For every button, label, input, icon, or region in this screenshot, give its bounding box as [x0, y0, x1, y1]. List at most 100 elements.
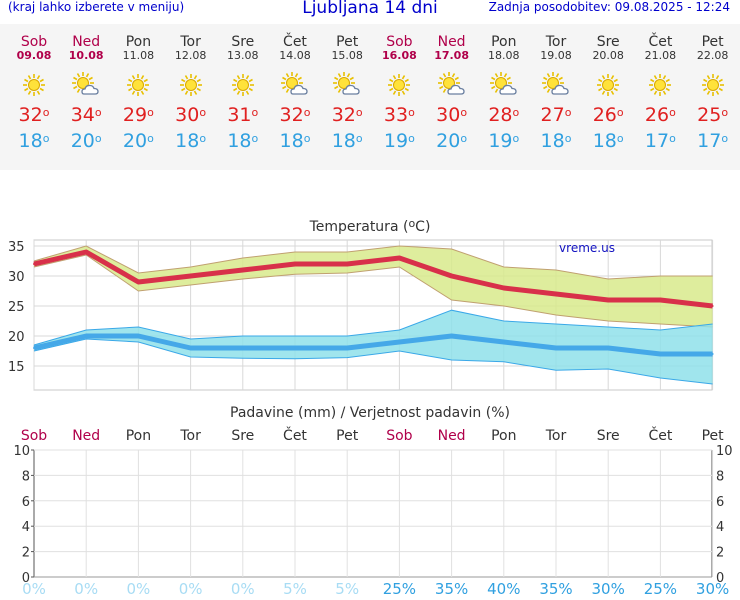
- day-name: Sre: [596, 34, 620, 50]
- precipitation-probability: 0%: [178, 580, 203, 598]
- data-point: [711, 353, 714, 355]
- day-column: Ned 10.08 34o 20o: [61, 34, 111, 152]
- precipitation-probability: 0%: [74, 580, 99, 598]
- partly-cloudy-icon: [479, 62, 529, 100]
- sun-icon: [688, 62, 738, 100]
- max-range-band: [34, 246, 713, 327]
- day-name: Tor: [545, 34, 567, 50]
- y-tick-label-right: 4: [716, 520, 724, 535]
- data-point: [33, 263, 35, 265]
- precipitation-chart-title: Padavine (mm) / Verjetnost padavin (%): [230, 405, 510, 421]
- data-point: [33, 347, 35, 349]
- day-column: Pon 18.08 28o 19o: [479, 34, 529, 152]
- precipitation-day-label: Tor: [545, 428, 567, 444]
- precipitation-day-label: Tor: [180, 428, 201, 444]
- max-temperature: 25o: [697, 104, 729, 126]
- day-column: Sre 20.08 26o 18o: [583, 34, 633, 152]
- sun-icon: [166, 62, 216, 100]
- data-point: [502, 287, 505, 289]
- sun-icon: [218, 62, 268, 100]
- day-name: Čet: [283, 34, 307, 50]
- day-date: 22.08: [696, 49, 729, 62]
- min-temperature: 18o: [18, 130, 50, 152]
- y-tick-label-right: 6: [716, 495, 724, 510]
- data-point: [189, 347, 192, 349]
- precipitation-probability: 5%: [283, 580, 307, 598]
- data-point: [555, 347, 557, 349]
- precipitation-day-label: Sre: [596, 428, 620, 444]
- forecast-strip-background: [0, 24, 740, 170]
- day-name: Pet: [701, 34, 724, 50]
- last-update: Zadnja posodobitev: 09.08.2025 - 12:24: [488, 0, 730, 14]
- max-temperature: 32o: [18, 104, 50, 126]
- temperature-chart: 15 20 25 30 35 vreme.us: [8, 239, 714, 391]
- day-date: 13.08: [227, 49, 259, 62]
- forecast-strip: Sob 09.08 32o 18o Ned 10.08 34o 20o Pon 11.08 29o 2…: [0, 34, 740, 170]
- partly-cloudy-icon: [531, 62, 581, 100]
- data-point: [85, 251, 88, 253]
- day-date: 21.08: [644, 49, 677, 62]
- precipitation-probability-row: 0% 0% 0% 0% 0% 5% 5% 25% 35% 40% 35% 30% 25% 30%: [0, 580, 740, 600]
- data-point: [659, 353, 662, 355]
- max-temperature: 28o: [488, 104, 520, 126]
- max-temperature: 34o: [70, 104, 102, 126]
- day-date: 11.08: [122, 49, 155, 62]
- max-temperature-line: [33, 249, 713, 309]
- max-temperature: 32o: [279, 104, 311, 126]
- day-column: Tor 12.08 30o 18o: [166, 34, 216, 152]
- day-date: 17.08: [434, 49, 469, 62]
- data-point: [555, 293, 557, 295]
- min-temperature: 18o: [331, 130, 363, 152]
- day-name: Pon: [125, 34, 152, 50]
- min-temperature: 17o: [697, 130, 729, 152]
- day-name: Sob: [20, 34, 48, 50]
- day-column: Sob 09.08 32o 18o: [9, 34, 59, 152]
- data-point: [398, 341, 401, 343]
- data-point: [711, 305, 714, 307]
- y-tick-label-left: 10: [13, 444, 30, 459]
- min-temperature: 18o: [279, 130, 311, 152]
- band-lower-edge: [33, 254, 713, 328]
- data-point: [294, 347, 296, 349]
- max-temperature: 33o: [383, 104, 415, 126]
- day-name: Ned: [437, 34, 466, 50]
- y-tick-label: 20: [8, 330, 25, 345]
- precipitation-probability: 30%: [695, 580, 730, 598]
- min-temperature: 18o: [227, 130, 259, 152]
- data-point: [85, 335, 88, 337]
- day-name: Pon: [491, 34, 517, 50]
- data-point: [241, 347, 244, 349]
- day-date: 12.08: [174, 49, 207, 62]
- data-point: [659, 299, 662, 301]
- precipitation-probability: 0%: [230, 580, 255, 598]
- y-tick-label: 25: [8, 300, 25, 315]
- y-tick-label: 15: [8, 360, 25, 375]
- max-temperature: 26o: [592, 104, 624, 126]
- precipitation-probability: 0%: [22, 580, 46, 598]
- data-point: [398, 257, 401, 259]
- data-point: [346, 347, 349, 349]
- min-temperature: 20o: [122, 130, 154, 152]
- day-column: Tor 19.08 27o 18o: [531, 34, 581, 152]
- y-tick-label-left: 4: [22, 520, 30, 535]
- sun-icon: [635, 62, 685, 100]
- precipitation-chart: 0 0 2 2 4 4 6 6 8 8 10 10: [13, 444, 732, 584]
- y-tick-label-right: 0: [716, 571, 724, 584]
- band-upper-edge: [33, 309, 713, 346]
- precipitation-probability: 30%: [591, 580, 625, 598]
- y-tick-label-right: 2: [716, 546, 724, 561]
- precipitation-probability: 0%: [126, 580, 151, 598]
- data-point: [607, 347, 610, 349]
- day-column: Pet 15.08 32o 18o: [322, 34, 372, 152]
- data-point: [294, 263, 296, 265]
- day-column: Ned 17.08 30o 20o: [427, 34, 477, 152]
- day-date: 19.08: [540, 49, 572, 62]
- sun-icon: [374, 62, 424, 100]
- precipitation-probability: 25%: [382, 580, 417, 598]
- min-temperature: 18o: [592, 130, 624, 152]
- precipitation-probability: 35%: [539, 580, 573, 598]
- min-temperature: 19o: [383, 130, 415, 152]
- y-tick-label-left: 6: [22, 495, 30, 510]
- day-name: Pet: [336, 34, 359, 50]
- page-title: Ljubljana 14 dni: [302, 0, 438, 18]
